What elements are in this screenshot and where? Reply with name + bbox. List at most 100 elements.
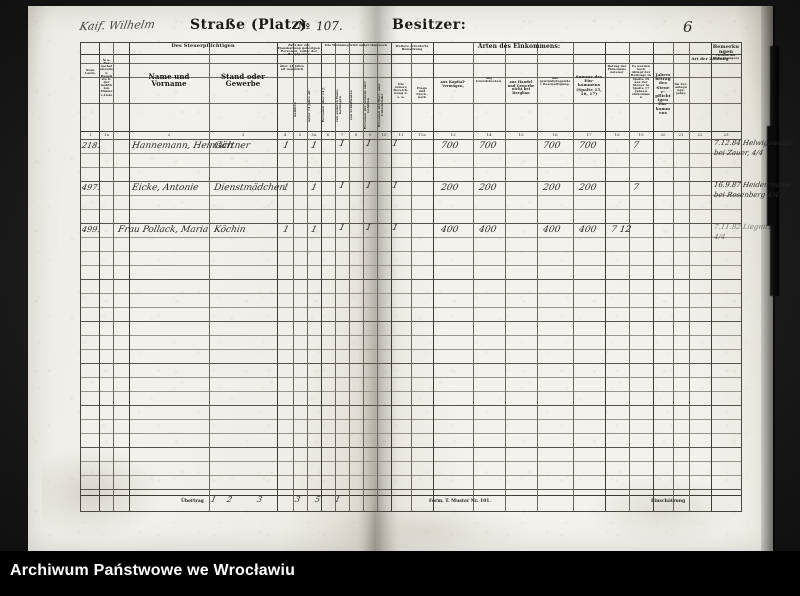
col-caption-6: Personen über 14 J. bbox=[321, 87, 325, 123]
row-tax: 7 bbox=[632, 141, 640, 151]
col-caption-11a: Etage und Stock­werk bbox=[416, 86, 428, 100]
row-persons-male: 1 bbox=[281, 141, 290, 151]
row-income-capital: 700 bbox=[440, 141, 460, 151]
row-remark-line2: 4/4 bbox=[713, 233, 726, 241]
colnum-8: 8 bbox=[354, 132, 358, 137]
colnum-19: 19 bbox=[638, 132, 644, 137]
carry-value: 3 bbox=[293, 495, 302, 504]
open-ledger-book: Kaif. Wilhelm Straße (Platz) № 107. Besi… bbox=[28, 6, 793, 554]
row-ticks: 1 1 1 bbox=[337, 139, 409, 149]
row-list-no: 497. bbox=[81, 183, 101, 192]
col-caption-5: weiblich bbox=[293, 102, 297, 118]
row-income-capital: 200 bbox=[440, 183, 460, 193]
row-income-trade: 200 bbox=[542, 183, 562, 193]
row-ticks: 1 1 1 bbox=[337, 181, 409, 191]
colnum-7: 7 bbox=[340, 132, 344, 137]
colnum-9: 9 bbox=[368, 132, 372, 137]
colnum-14: 14 bbox=[486, 132, 492, 137]
carry-value: 1 bbox=[209, 495, 218, 504]
col-caption-11: Die innere Bezeich­nung u. s. w. bbox=[393, 82, 409, 99]
row-income-capital: 400 bbox=[440, 225, 460, 235]
row-list-no: 499. bbox=[81, 225, 101, 234]
row-trade: Köchin bbox=[213, 225, 247, 235]
carry-value: 3 bbox=[255, 495, 264, 504]
archive-watermark-text: Archiwum Państwowe we Wrocławiu bbox=[10, 562, 296, 579]
col-caption-21: Im Ver­anlagungs­jahre bbox=[674, 82, 688, 96]
row-remark-line1: 16.9.87 Heidenreiche bbox=[713, 181, 792, 189]
row-persons-female: 1 bbox=[309, 141, 318, 151]
col-caption-19: Es werden nach Ablauf der Beiträge in Sp… bbox=[631, 64, 651, 100]
carry-value: 2 bbox=[225, 495, 234, 504]
row-persons-female: 1 bbox=[309, 183, 318, 193]
colnum-5: 5 bbox=[298, 132, 302, 137]
street-name-handwritten: Kaif. Wilhelm bbox=[78, 18, 157, 33]
col-caption-15: aus Handel und Gewerbe nicht bei Bergbau bbox=[507, 80, 535, 96]
row-income-trade: 700 bbox=[542, 141, 562, 151]
group-header-income-kinds: Arten des Einkommens: bbox=[477, 43, 561, 50]
row-income-land: 400 bbox=[478, 225, 498, 235]
col-caption-1a: № a. der nachstehenden Hausliste b. der … bbox=[100, 58, 113, 97]
row-remark-line2: bei Rosenberg 4/4 bbox=[713, 191, 780, 199]
row-name: Eicke, Antonie bbox=[131, 183, 200, 193]
archive-watermark-bar bbox=[0, 551, 800, 596]
row-income-land: 200 bbox=[478, 183, 498, 193]
row-income-sum: 700 bbox=[578, 141, 598, 151]
row-list-no: 218. bbox=[81, 141, 101, 150]
house-number-value: 107. bbox=[315, 18, 343, 34]
col-caption-7: von anderen Haus­haltungen bbox=[335, 88, 343, 122]
colnum-1: 1 bbox=[89, 132, 92, 137]
colnum-10: 10 bbox=[381, 132, 387, 137]
row-income-sum: 200 bbox=[578, 183, 598, 193]
col-caption-20: Jahresbetrag des Steuer­pflichtigen Ein­… bbox=[655, 72, 671, 115]
group-header-further: Weitere erforderte Bemerkung bbox=[395, 44, 429, 52]
row-remark-line1: 7.12.84 Helwigswalde bbox=[713, 139, 794, 147]
colnum-3: 3 bbox=[241, 132, 245, 137]
row-tax: 7 12 bbox=[610, 225, 632, 235]
folio-number: 6 bbox=[683, 18, 693, 36]
row-ticks: 1 1 1 bbox=[337, 223, 409, 233]
row-trade: Dienstmädchen bbox=[213, 183, 286, 193]
colnum-20: 20 bbox=[660, 132, 666, 137]
house-number-label: № bbox=[298, 19, 311, 32]
row-remark-line2: bei Zauer, 4/4 bbox=[713, 149, 764, 157]
colnum-11a: 11a bbox=[418, 132, 426, 137]
row-remark-line1: 7.11.82 Liegnitz bbox=[713, 223, 773, 231]
form-reference: Form. T. Muster Nr. 101. bbox=[429, 499, 491, 504]
col-caption-10: Personen der Ober- oder Unter­miethe bbox=[377, 83, 385, 127]
carry-value: 1 bbox=[333, 495, 342, 504]
colnum-18: 18 bbox=[614, 132, 620, 137]
row-persons-male: 1 bbox=[281, 183, 290, 193]
col-caption-16: aus gewinnbringender Beschäftigung, bbox=[539, 76, 571, 87]
group-header-taxpayer: Des Steuerpflichtigen bbox=[171, 43, 235, 49]
col-caption-14: aus Grundstücken, bbox=[475, 76, 503, 84]
paper-stain bbox=[328, 506, 528, 554]
colnum-13: 13 bbox=[450, 132, 456, 137]
colnum-5a: 5a bbox=[311, 132, 317, 137]
col-caption-17: Summe des Ein­kommens (Spalte 15, 16, 17… bbox=[575, 74, 603, 96]
col-caption-13: aus Kapital-Vermögen, bbox=[440, 80, 466, 88]
row-tax: 7 bbox=[632, 183, 640, 193]
colnum-6: 6 bbox=[326, 132, 330, 137]
colnum-17: 17 bbox=[586, 132, 592, 137]
row-income-land: 700 bbox=[478, 141, 498, 151]
owner-label: Besitzer: bbox=[392, 17, 467, 33]
col-caption-18: Betrag der Einkommen­steuer bbox=[607, 64, 627, 75]
street-label: Straße (Platz) bbox=[190, 17, 308, 33]
colnum-2: 2 bbox=[167, 132, 171, 137]
row-trade: Gärtner bbox=[213, 141, 251, 151]
assessment-label: Einschätzung bbox=[651, 499, 686, 504]
tax-register-table: Des Steuerpflichtigen Zahl der zur Haush… bbox=[80, 42, 793, 512]
page-header: Kaif. Wilhelm Straße (Platz) № 107. Besi… bbox=[78, 16, 720, 42]
row-income-trade: 400 bbox=[542, 225, 562, 235]
col-caption-22: Art der Zahlung bbox=[691, 56, 729, 61]
row-persons-female: 1 bbox=[309, 225, 318, 235]
colnum-15: 15 bbox=[518, 132, 524, 137]
col-caption-1: Num. Laufe. bbox=[84, 68, 97, 76]
colnum-4: 4 bbox=[283, 132, 287, 137]
colnum-21: 21 bbox=[678, 132, 684, 137]
carry-label: Übertrag bbox=[181, 499, 204, 504]
row-name: Frau Pollack, Maria bbox=[117, 225, 210, 235]
row-persons-male: 1 bbox=[281, 225, 290, 235]
col-caption-4: über 14 Jahre alt männlich bbox=[279, 64, 305, 72]
